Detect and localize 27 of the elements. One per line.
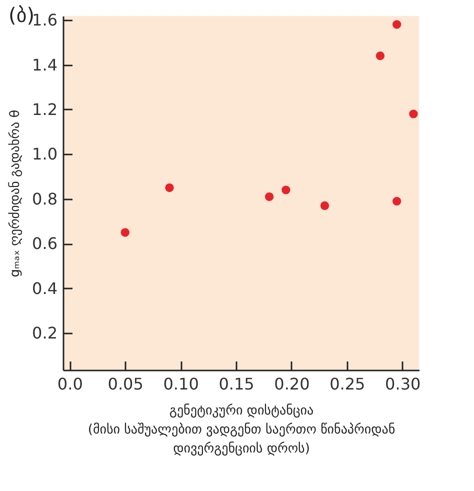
x-tick-label: 0.20 (274, 374, 310, 394)
x-tick-label: 0.25 (330, 374, 366, 394)
y-tick-label: 1.0 (32, 144, 58, 164)
point (282, 186, 290, 194)
x-tick-label: 0.10 (163, 374, 199, 394)
y-tick-label: 1.4 (32, 55, 58, 74)
y-tick-label: 0.2 (32, 324, 58, 343)
y-tick-label: 0.8 (32, 189, 58, 208)
point (376, 51, 385, 60)
x-tick-label: 0.30 (385, 374, 421, 394)
point (409, 110, 418, 118)
point (392, 196, 402, 206)
point (392, 20, 402, 29)
y-axis-title: gₘₐₓ ღერძიდან გადახრა θ (8, 110, 24, 278)
point (264, 192, 274, 202)
chart-title: (ბ) (8, 3, 35, 28)
point (320, 201, 330, 210)
x-tick-label: 0.05 (108, 374, 144, 394)
y-tick-label: 1.6 (32, 10, 58, 30)
y-tick-label: 0.6 (32, 234, 58, 254)
x-tick-label: 0.0 (57, 374, 83, 394)
point (165, 183, 174, 192)
x-axis-title: გენეტიკური დისტანცია (მისი საშუალებით ვადგენთ საერთო წინაპრიდან დივერგენციის დროს) (88, 404, 396, 456)
y-tick-label: 0.4 (32, 278, 58, 298)
y-tick-label: 1.2 (32, 100, 58, 119)
x-tick-label: 0.15 (218, 374, 254, 394)
point (120, 228, 130, 237)
